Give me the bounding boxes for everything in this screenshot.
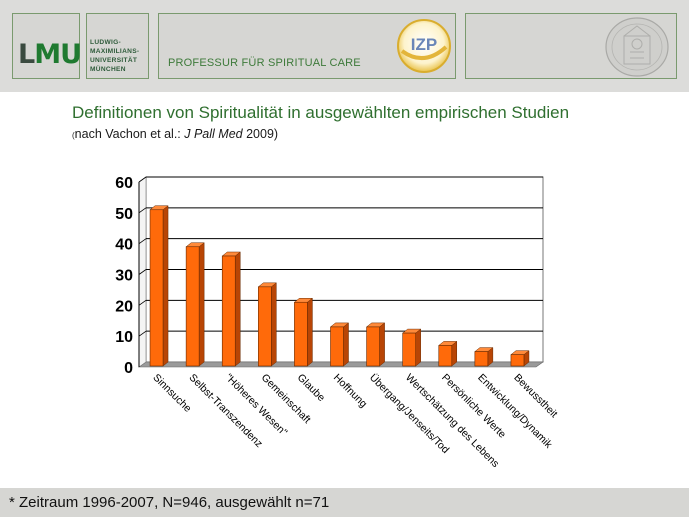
- lmu-logo: LMU: [18, 39, 82, 70]
- bar-side: [343, 322, 349, 367]
- y-tick-label: 20: [115, 298, 133, 315]
- x-tick-label: Selbst-Transzendenz: [187, 372, 265, 450]
- bar-chart: 0102030405060SinnsucheSelbst-Transzenden…: [115, 175, 560, 470]
- lmu-logo-box: LMU: [12, 13, 82, 79]
- slide-subtitle: (nach Vachon et al.: J Pall Med 2009): [72, 127, 278, 141]
- gridline-side: [138, 176, 147, 183]
- y-tick-label: 40: [115, 237, 133, 254]
- bar: [474, 351, 489, 367]
- gridline-side: [138, 269, 147, 275]
- bar: [438, 345, 453, 367]
- bar-side: [271, 282, 277, 367]
- university-line: MÜNCHEN: [90, 66, 126, 73]
- slide-footer: * Zeitraum 1996-2007, N=946, ausgewählt …: [0, 488, 689, 517]
- subtitle-source: nach Vachon et al.:: [74, 127, 185, 141]
- subtitle-paren: (: [72, 131, 75, 140]
- bar: [294, 301, 308, 367]
- professorship-title: PROFESSUR FÜR SPIRITUAL CARE: [168, 57, 361, 69]
- slide-title: Definitionen von Spiritualität in ausgew…: [72, 103, 570, 122]
- x-tick-label: "Höheres Wesen": [223, 372, 290, 439]
- y-tick-label: 0: [124, 360, 133, 377]
- bar: [402, 332, 416, 367]
- gridline-side: [138, 238, 147, 244]
- subtitle-year: 2009): [242, 127, 279, 141]
- subtitle-journal: J Pall Med: [184, 127, 243, 141]
- bar: [221, 255, 236, 367]
- university-line: MAXIMILIANS-: [90, 48, 140, 55]
- university-line: LUDWIG-: [90, 39, 122, 46]
- x-tick-label: Persönliche Werte: [439, 372, 508, 441]
- lmu-logo-text: MU: [34, 39, 82, 70]
- university-line: UNIVERSITÄT: [90, 57, 138, 64]
- bar: [330, 326, 344, 367]
- bar: [185, 246, 200, 367]
- bar: [258, 286, 272, 367]
- bar-side: [379, 322, 385, 367]
- bar-side: [198, 242, 205, 367]
- bar-side: [307, 297, 313, 367]
- bar-side: [162, 205, 169, 367]
- university-name: LUDWIG- MAXIMILIANS- UNIVERSITÄT MÜNCHEN: [90, 38, 139, 74]
- gridline-side: [138, 330, 147, 337]
- y-tick-label: 30: [115, 268, 133, 285]
- izp-logo-text: IZP: [411, 35, 437, 54]
- y-tick-label: 10: [115, 329, 133, 346]
- bar-side: [415, 328, 421, 367]
- x-tick-label: Glaube: [295, 372, 328, 405]
- izp-logo: IZP: [397, 19, 451, 73]
- seal-box: [465, 13, 677, 79]
- slide-header: LMU LUDWIG- MAXIMILIANS- UNIVERSITÄT MÜN…: [0, 0, 689, 92]
- bar: [366, 326, 380, 367]
- professorship-box: PROFESSUR FÜR SPIRITUAL CARE IZP: [158, 13, 456, 79]
- bar: [149, 209, 164, 367]
- bar-side: [234, 251, 241, 367]
- gridline-side: [138, 300, 147, 306]
- y-tick-label: 50: [115, 206, 133, 223]
- gridline-side: [138, 207, 147, 214]
- footer-note: * Zeitraum 1996-2007, N=946, ausgewählt …: [9, 494, 330, 511]
- x-tick-label: Hoffnung: [331, 372, 370, 411]
- university-seal-icon: [605, 17, 669, 77]
- university-name-box: LUDWIG- MAXIMILIANS- UNIVERSITÄT MÜNCHEN: [86, 13, 149, 79]
- y-tick-label: 60: [115, 175, 133, 192]
- bar: [510, 354, 525, 367]
